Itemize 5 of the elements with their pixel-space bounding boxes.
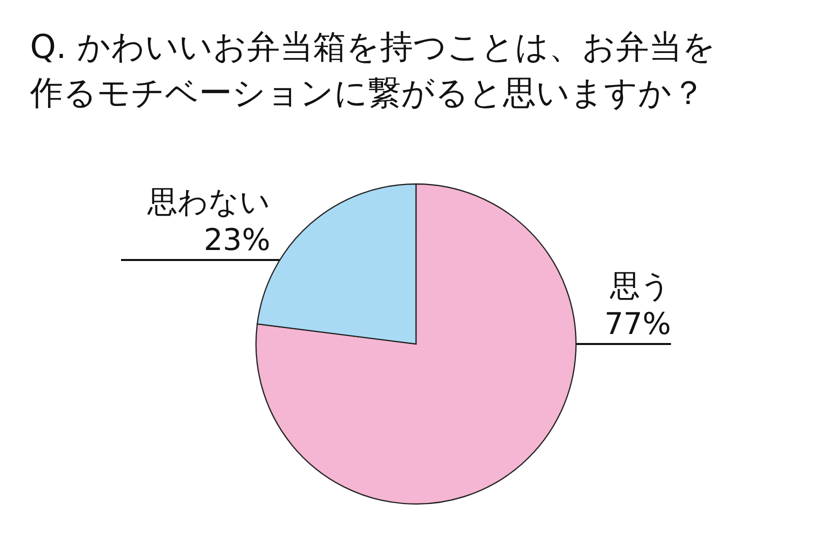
slice-label: 思わない: [146, 184, 270, 220]
data-label: 77%: [604, 307, 671, 342]
chart-title: Q. かわいいお弁当箱を持つことは、お弁当を作るモチベーションに繋がると思いますか？: [29, 27, 716, 112]
data-label: 23%: [204, 222, 270, 258]
slice-label: 思う: [609, 269, 671, 304]
